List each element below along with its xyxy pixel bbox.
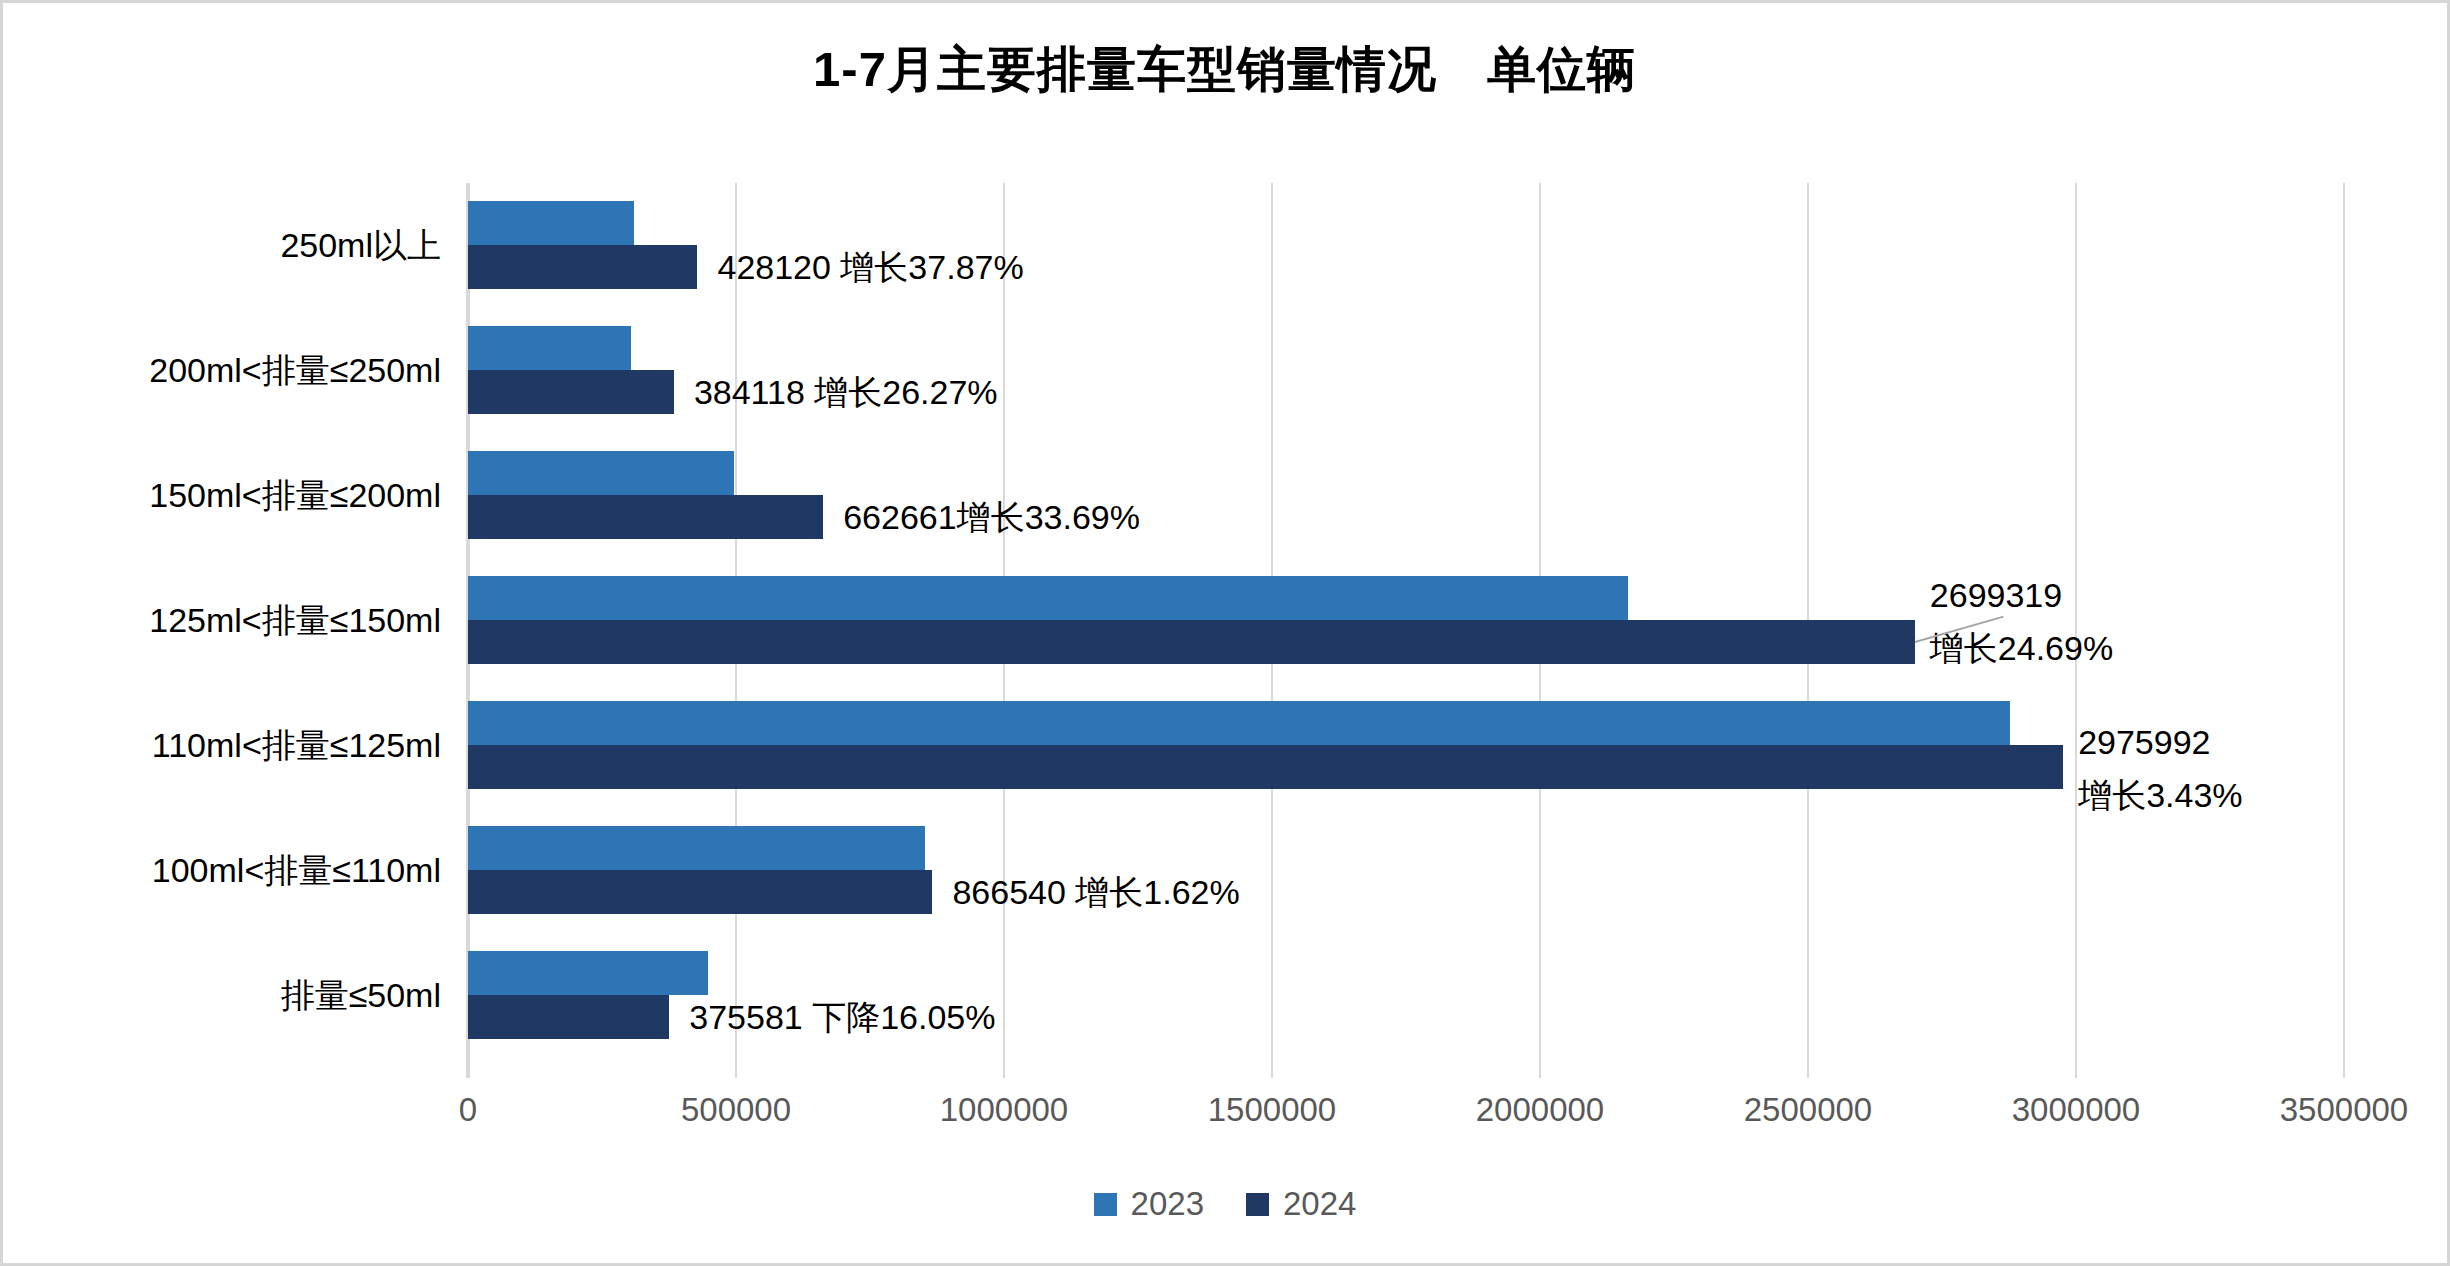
data-label: 375581 下降16.05% (689, 995, 995, 1039)
bar-2023 (468, 576, 1628, 620)
x-tick-label: 1500000 (1162, 1091, 1382, 1129)
x-tick-label: 1000000 (894, 1091, 1114, 1129)
bar-2023 (468, 326, 631, 370)
legend-item-2023: 2023 (1094, 1185, 1204, 1223)
chart-screenshot: 1-7月主要排量车型销量情况 单位辆 050000010000001500000… (0, 0, 2450, 1266)
x-tick-label: 2000000 (1430, 1091, 1650, 1129)
x-tick-label: 2500000 (1698, 1091, 1918, 1129)
bar-2024 (468, 370, 674, 414)
category-label: 排量≤50ml (63, 973, 441, 1017)
legend-item-2024: 2024 (1246, 1185, 1356, 1223)
bar-2024 (468, 870, 932, 914)
bar-2023 (468, 701, 2010, 745)
data-label: 866540 增长1.62% (952, 870, 1239, 914)
bar-2024 (468, 245, 697, 289)
category-label: 125ml<排量≤150ml (63, 598, 441, 642)
x-tick-label: 3500000 (2234, 1091, 2450, 1129)
x-tick-label: 500000 (626, 1091, 846, 1129)
category-label: 100ml<排量≤110ml (63, 848, 441, 892)
data-label-line: 增长3.43% (2078, 769, 2242, 822)
bar-2023 (468, 451, 734, 495)
x-tick-label: 3000000 (1966, 1091, 2186, 1129)
bar-2024 (468, 620, 1915, 664)
data-label-line: 2975992 (2078, 716, 2242, 769)
category-label: 200ml<排量≤250ml (63, 348, 441, 392)
category-label: 110ml<排量≤125ml (63, 723, 441, 767)
legend-swatch-2023-icon (1094, 1193, 1117, 1216)
bar-2024 (468, 495, 823, 539)
data-label: 662661增长33.69% (843, 495, 1140, 539)
data-label: 428120 增长37.87% (717, 245, 1023, 289)
bar-2024 (468, 995, 669, 1039)
data-label: 2975992增长3.43% (2078, 716, 2242, 822)
data-label: 384118 增长26.27% (694, 370, 998, 414)
bar-2024 (468, 745, 2063, 789)
category-label: 150ml<排量≤200ml (63, 473, 441, 517)
data-label-line: 2699319 (1930, 569, 2113, 622)
legend-swatch-2024-icon (1246, 1193, 1269, 1216)
data-label: 2699319增长24.69% (1930, 569, 2113, 675)
legend-label-2023: 2023 (1131, 1185, 1204, 1223)
legend: 2023 2024 (3, 1185, 2447, 1223)
bar-2023 (468, 951, 708, 995)
plot-area: 0 500000 1000000 1500000 2000000 2500000 30000… (3, 3, 2450, 1266)
bar-2023 (468, 201, 634, 245)
legend-label-2024: 2024 (1283, 1185, 1356, 1223)
x-tick-label: 0 (358, 1091, 578, 1129)
gridline (2343, 183, 2345, 1078)
category-label: 250ml以上 (63, 223, 441, 267)
bar-2023 (468, 826, 925, 870)
